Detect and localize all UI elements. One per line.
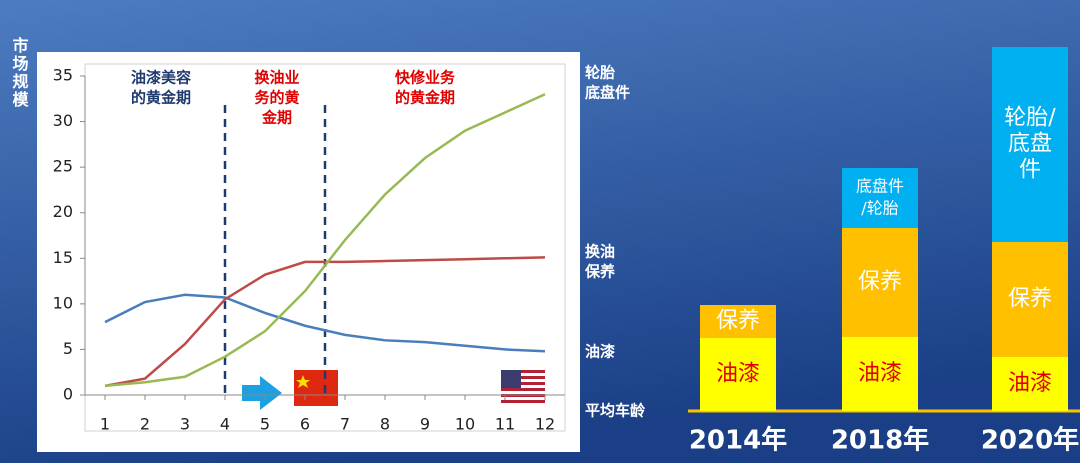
x-tick-label: 9 bbox=[420, 415, 430, 434]
segment-label: 保养 bbox=[858, 270, 902, 295]
bar-segment bbox=[700, 305, 776, 338]
phase-annotation: 务的黄 bbox=[254, 89, 299, 107]
phase-annotation: 金期 bbox=[261, 109, 292, 127]
phase-annotation: 快修业务 bbox=[395, 69, 456, 87]
series-label: 油漆 bbox=[585, 343, 615, 361]
x-tick-label: 6 bbox=[300, 415, 310, 434]
bar-segment bbox=[842, 337, 918, 411]
data-line bbox=[104, 256, 546, 388]
x-tick-label: 1 bbox=[100, 415, 110, 434]
y-tick-label: 25 bbox=[53, 157, 73, 176]
x-tick-label: 12 bbox=[535, 415, 555, 434]
us-flag bbox=[501, 370, 545, 406]
phase-annotation: 换油业 bbox=[254, 69, 299, 87]
y-tick-label: 10 bbox=[53, 293, 73, 312]
y-tick-label: 0 bbox=[63, 385, 73, 404]
bar-segment bbox=[992, 357, 1068, 411]
data-line bbox=[104, 293, 546, 353]
series-label: 底盘件 bbox=[585, 84, 630, 102]
x-tick-label: 7 bbox=[340, 415, 350, 434]
category-label: 2020年 bbox=[981, 425, 1079, 456]
china-flag bbox=[294, 370, 338, 406]
x-tick-label: 5 bbox=[260, 415, 270, 434]
bar-segment bbox=[842, 228, 918, 337]
x-tick-label: 2 bbox=[140, 415, 150, 434]
y-axis-label: 市场规模 bbox=[10, 36, 29, 109]
y-tick-label: 15 bbox=[53, 248, 73, 267]
x-tick-label: 11 bbox=[495, 415, 515, 434]
y-tick-label: 5 bbox=[63, 339, 73, 358]
arrow-icon bbox=[242, 376, 282, 410]
segment-label: 底盘 bbox=[1008, 132, 1052, 157]
series-label: 轮胎 bbox=[585, 64, 615, 82]
segment-label: 保养 bbox=[1008, 287, 1052, 312]
category-label: 2018年 bbox=[831, 425, 929, 456]
data-line bbox=[104, 93, 546, 388]
segment-label: 油漆 bbox=[858, 361, 902, 386]
y-tick-label: 30 bbox=[53, 111, 73, 130]
segment-label: 轮胎/ bbox=[1004, 106, 1056, 131]
phase-annotation: 油漆美容 bbox=[131, 69, 191, 87]
segment-label: 保养 bbox=[716, 309, 760, 334]
x-tick-label: 10 bbox=[455, 415, 475, 434]
x-tick-label: 3 bbox=[180, 415, 190, 434]
series-label: 换油 bbox=[585, 243, 615, 261]
segment-label: 油漆 bbox=[716, 362, 760, 387]
segment-label: /轮胎 bbox=[861, 199, 898, 218]
phase-annotation: 的黄金期 bbox=[395, 89, 455, 107]
segment-label: 油漆 bbox=[1008, 371, 1052, 396]
phase-annotation: 的黄金期 bbox=[131, 89, 191, 107]
bar-segment bbox=[992, 47, 1068, 242]
y-tick-label: 35 bbox=[53, 66, 73, 85]
category-label: 2014年 bbox=[689, 425, 787, 456]
bar-segment bbox=[700, 338, 776, 411]
x-tick-label: 8 bbox=[380, 415, 390, 434]
segment-label: 底盘件 bbox=[856, 177, 904, 196]
bar-segment bbox=[992, 242, 1068, 357]
x-axis-label: 平均车龄 bbox=[585, 402, 646, 420]
x-tick-label: 4 bbox=[220, 415, 230, 434]
bar-segment bbox=[842, 168, 918, 228]
segment-label: 件 bbox=[1019, 158, 1041, 183]
series-label: 保养 bbox=[584, 263, 616, 281]
y-tick-label: 20 bbox=[53, 202, 73, 221]
